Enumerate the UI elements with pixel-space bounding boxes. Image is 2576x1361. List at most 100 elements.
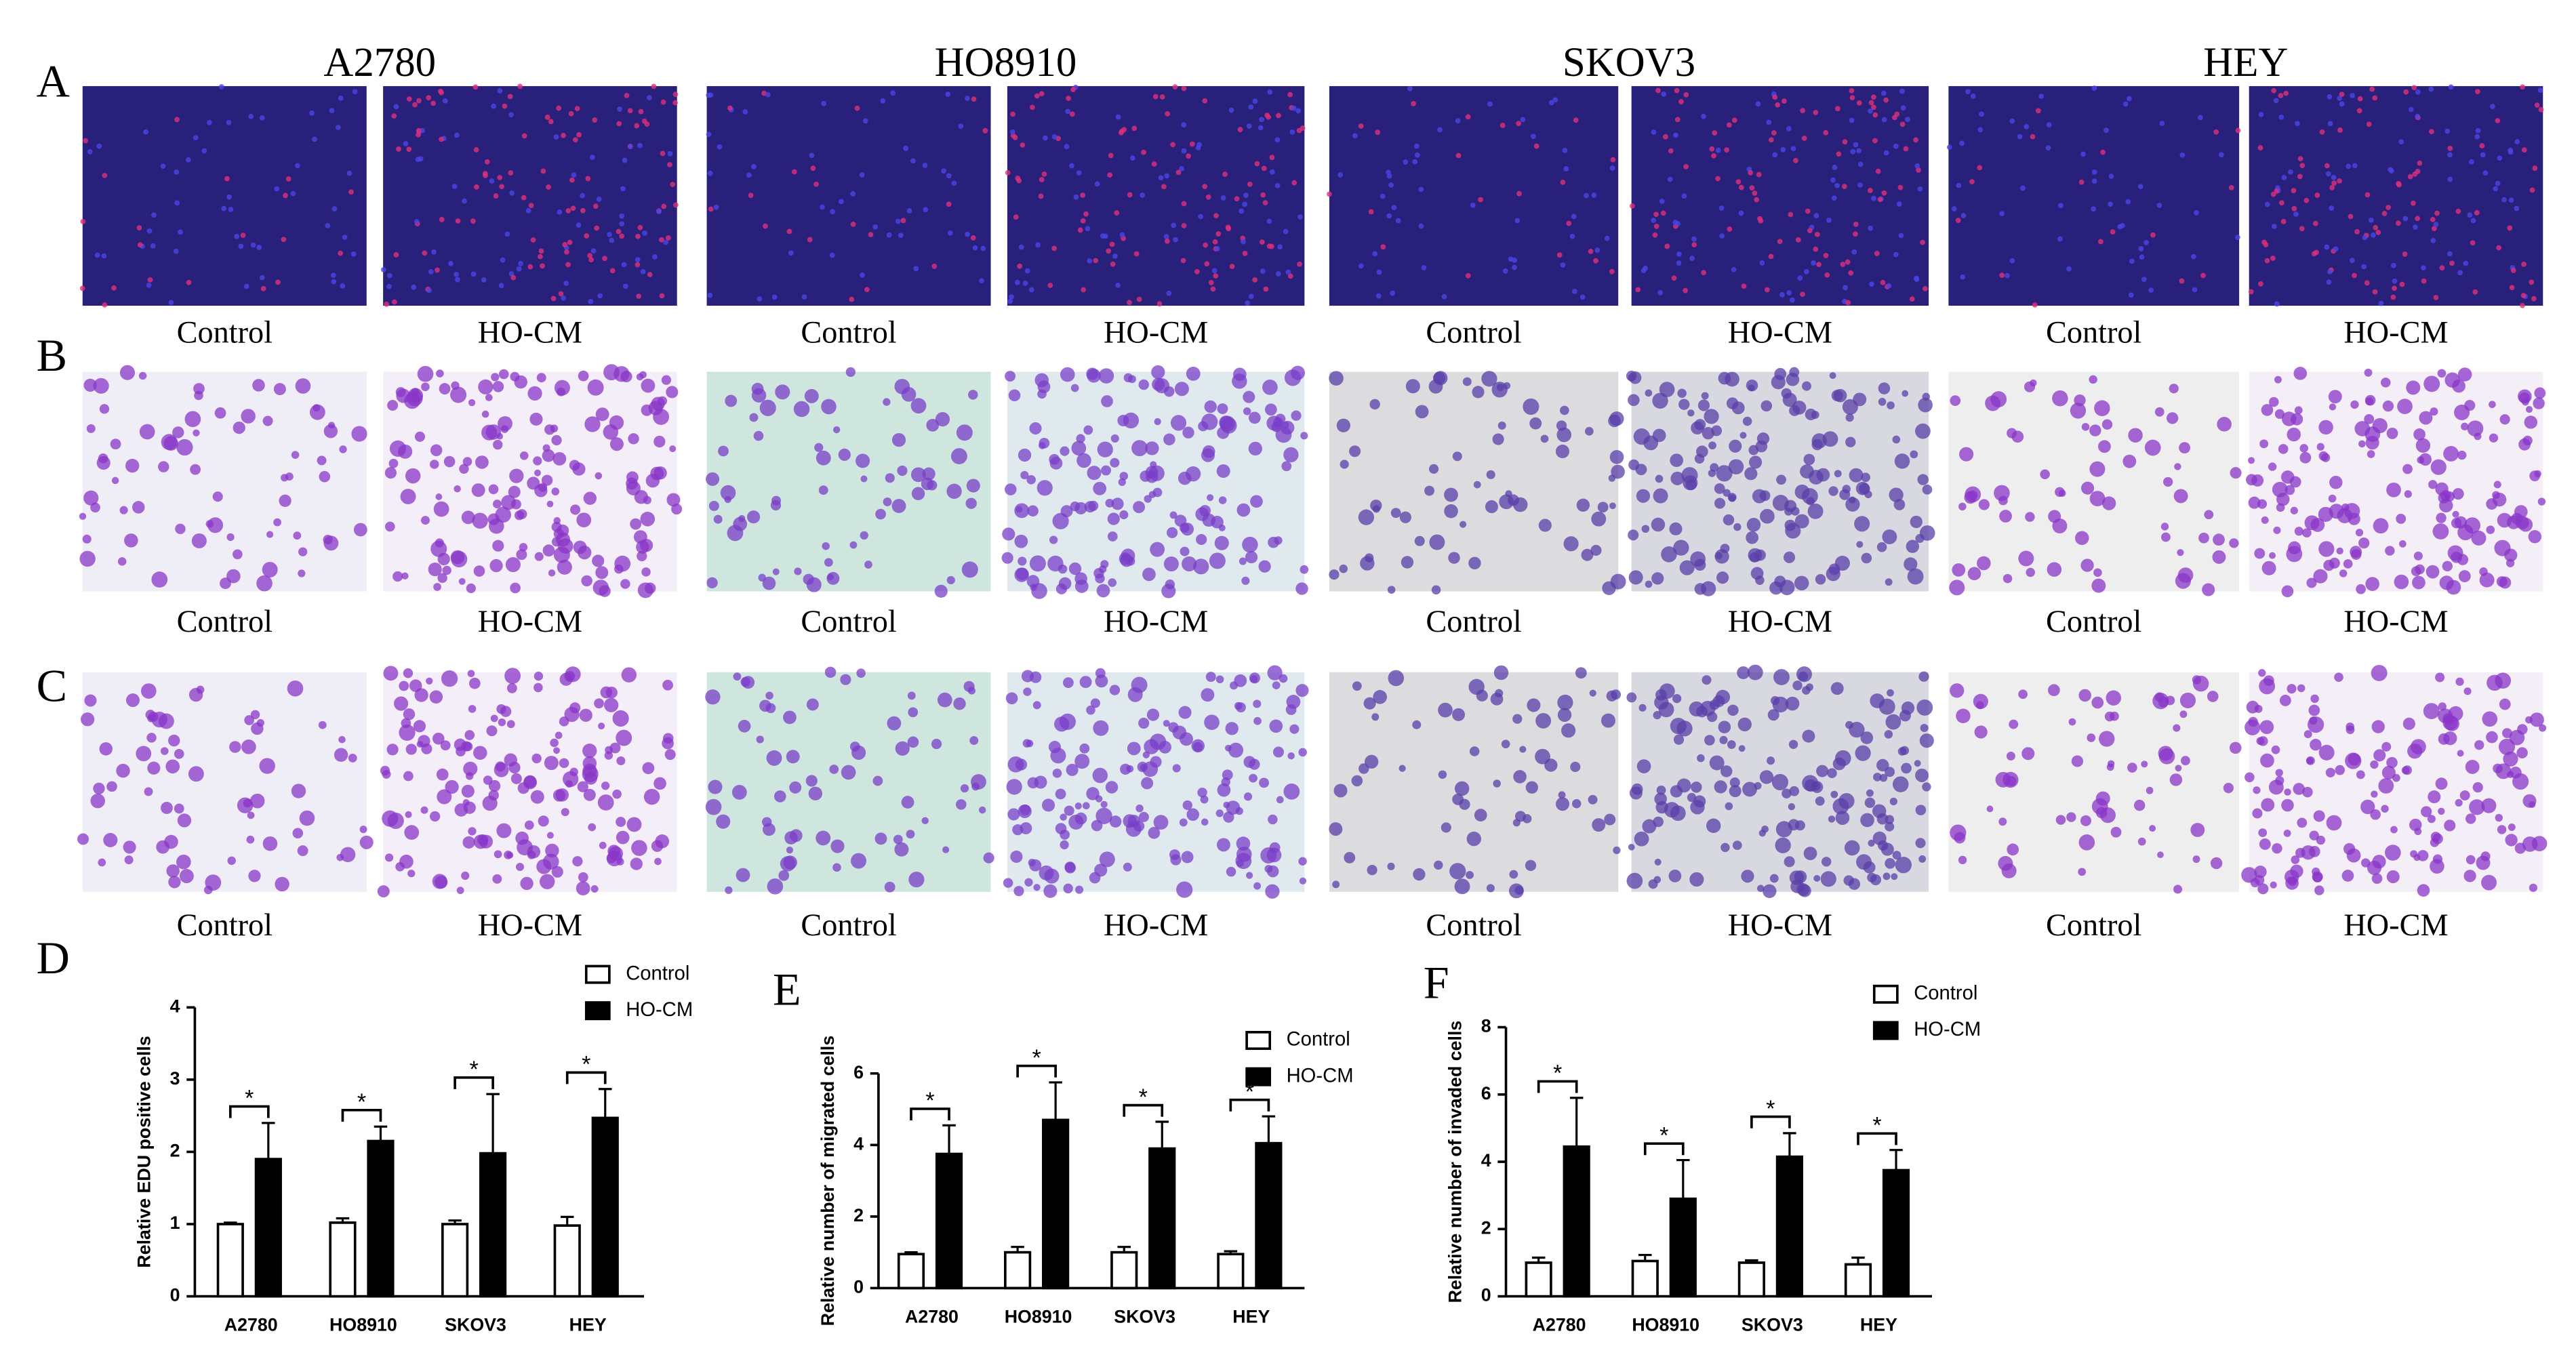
cell (353, 523, 367, 537)
cell (403, 141, 409, 146)
cell (1087, 369, 1101, 383)
cell (2006, 751, 2015, 760)
cell (1659, 683, 1675, 699)
cell (488, 779, 501, 792)
cell (751, 382, 764, 395)
cell (1225, 722, 1239, 735)
cell (429, 460, 439, 469)
cell (1095, 795, 1103, 803)
cell (1746, 518, 1761, 532)
cell (1181, 148, 1187, 154)
cell (1683, 287, 1689, 293)
cell (141, 683, 157, 699)
cell (426, 677, 433, 685)
cell (1635, 287, 1641, 293)
cell (580, 192, 586, 199)
cell (1444, 487, 1458, 502)
cell (2430, 407, 2438, 416)
cell (956, 424, 973, 441)
cell (1209, 552, 1226, 569)
cell (1509, 870, 1518, 879)
cell (2466, 855, 2476, 865)
cell (2020, 185, 2026, 191)
cell (2336, 547, 2343, 555)
cell (1748, 455, 1763, 469)
cell (1014, 503, 1030, 519)
cell (426, 95, 432, 101)
cell (561, 808, 569, 817)
cell (1002, 527, 1015, 541)
cell (1591, 511, 1607, 527)
cell (462, 198, 467, 204)
cell (1758, 830, 1767, 837)
cell (947, 230, 953, 236)
cell (814, 443, 824, 452)
cell (2299, 451, 2312, 464)
cell (898, 232, 904, 239)
cell (405, 811, 412, 818)
cell (1834, 106, 1840, 112)
cell (2128, 292, 2134, 298)
y-axis-label: Relative number of invaded cells (1445, 1021, 1466, 1303)
cell (706, 472, 720, 486)
cell (2052, 390, 2068, 407)
cell (2538, 106, 2544, 113)
cell (565, 262, 571, 268)
cell (1735, 179, 1742, 185)
cell (1018, 556, 1027, 566)
cell (1710, 463, 1719, 472)
cell (2496, 245, 2501, 251)
cell (2390, 294, 2396, 300)
cell (1643, 265, 1649, 271)
cell (455, 277, 460, 283)
cell (1525, 781, 1538, 794)
cell (1329, 822, 1343, 836)
cell (1037, 380, 1051, 394)
significance-bracket (1857, 1132, 1897, 1145)
cell (2318, 541, 2335, 557)
cell (2413, 224, 2418, 230)
cell (493, 439, 503, 450)
cell (102, 172, 108, 178)
cell (642, 230, 647, 236)
cell (1060, 840, 1069, 850)
cell (2270, 881, 2277, 889)
cell (516, 863, 525, 872)
cell (1709, 755, 1725, 771)
cell (1181, 223, 1187, 228)
cell (1358, 123, 1364, 129)
cell (2529, 279, 2535, 285)
cell (731, 785, 747, 800)
cell (1211, 268, 1217, 274)
cell (429, 690, 443, 704)
cell (1642, 819, 1657, 834)
cell (941, 168, 947, 174)
cell (2099, 731, 2115, 747)
cell (2273, 98, 2279, 104)
cell (1883, 872, 1891, 880)
cell (2331, 175, 2337, 180)
cell (436, 768, 449, 781)
cell (1672, 693, 1682, 704)
cell (2329, 205, 2335, 211)
cell (1832, 757, 1846, 771)
cell (2370, 232, 2376, 238)
cell (527, 851, 536, 859)
cell (2357, 96, 2363, 102)
cell (2438, 492, 2450, 504)
cell (334, 748, 348, 762)
cell (1558, 791, 1566, 799)
cell (583, 491, 597, 505)
cell (1609, 268, 1615, 275)
cell (1669, 522, 1683, 535)
cell (1715, 552, 1723, 560)
cell (430, 811, 441, 822)
cell (124, 855, 134, 865)
cell (2245, 772, 2255, 783)
cell (2122, 101, 2129, 107)
cell (382, 810, 399, 827)
cell (102, 302, 108, 308)
cell (87, 148, 93, 155)
cell (2474, 740, 2484, 750)
cell (1893, 499, 1906, 510)
